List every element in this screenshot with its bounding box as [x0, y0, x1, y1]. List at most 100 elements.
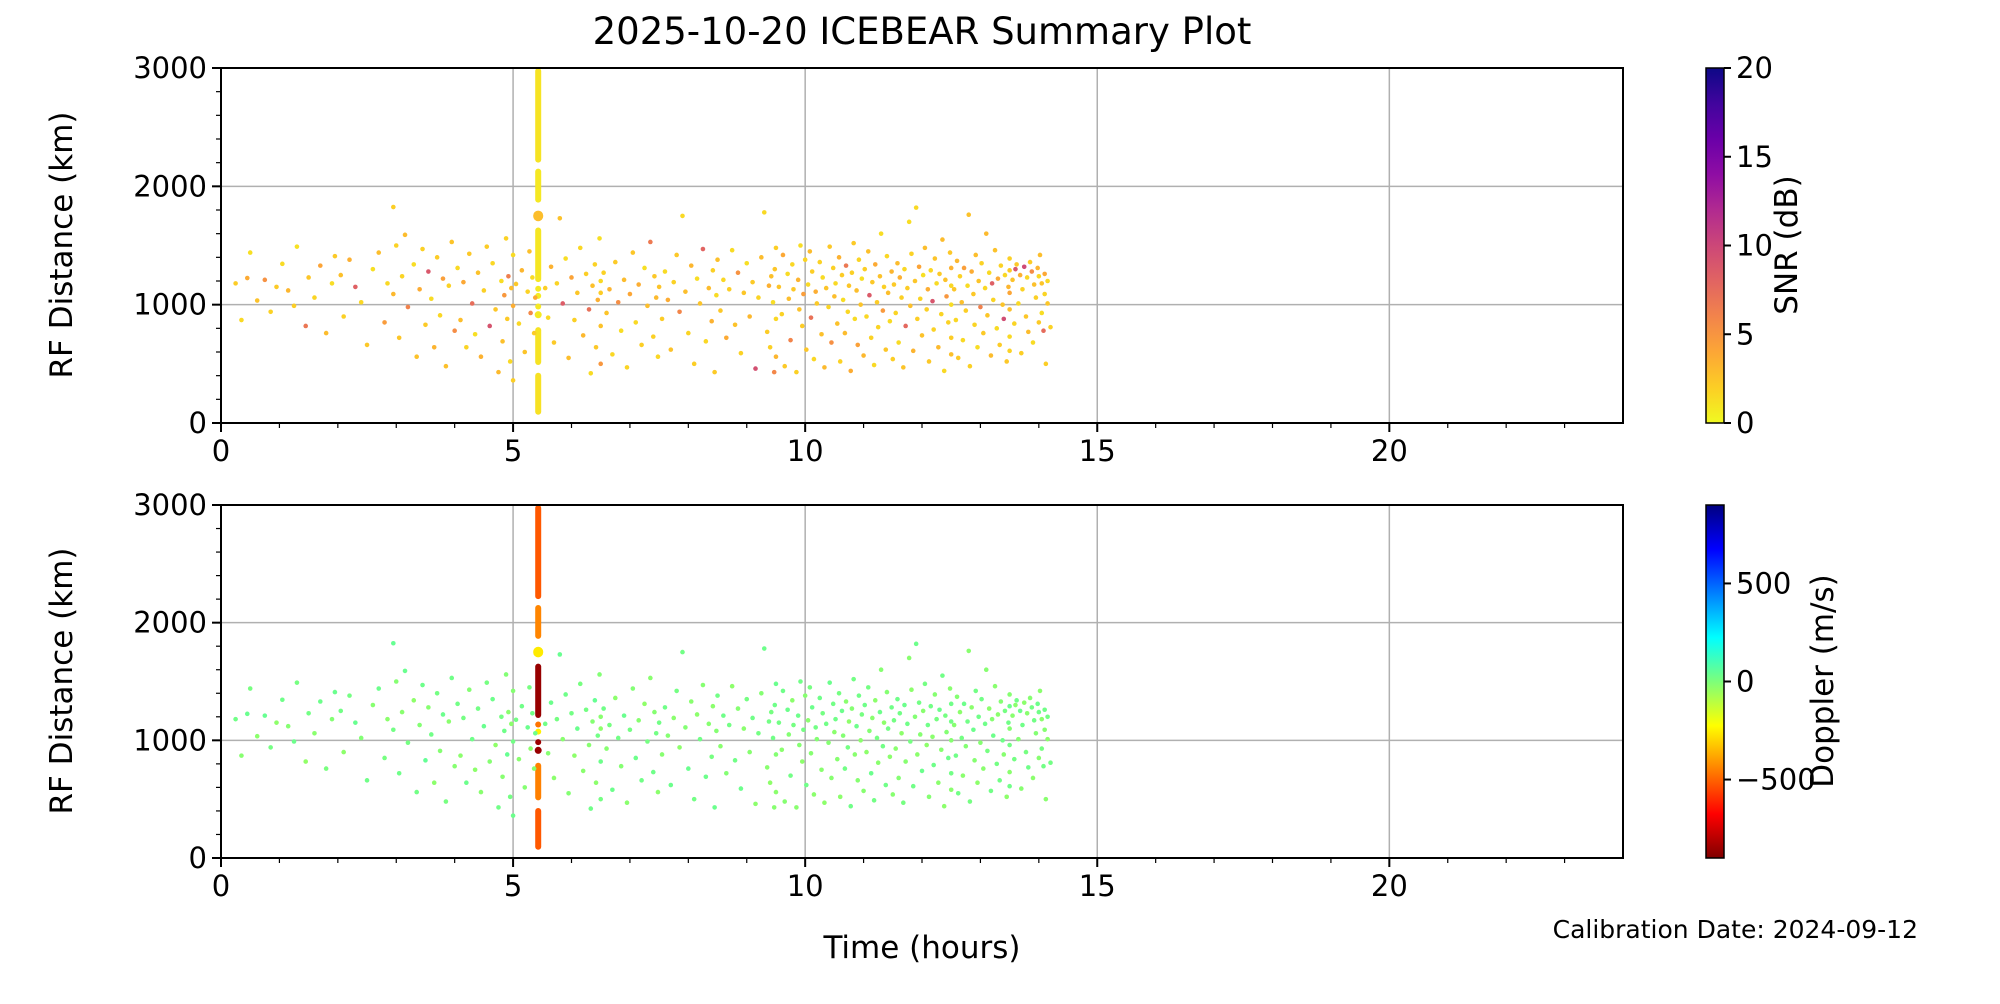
scatter-point: [714, 292, 719, 298]
scatter-point: [985, 748, 990, 754]
scatter-point: [724, 770, 729, 776]
scatter-point: [710, 268, 716, 273]
scatter-point: [532, 730, 538, 736]
scatter-point: [889, 705, 894, 710]
x-tick-label: 20: [1371, 869, 1408, 903]
scatter-point: [1036, 320, 1042, 325]
scatter-point: [577, 245, 583, 251]
scatter-point: [865, 685, 871, 690]
scatter-point: [551, 340, 557, 345]
scatter-point: [509, 285, 514, 291]
scatter-point: [995, 276, 1001, 281]
scatter-point: [601, 270, 606, 276]
scatter-point: [864, 314, 869, 319]
scatter-point: [1041, 763, 1046, 769]
scatter-point: [878, 667, 884, 673]
scatter-point: [1023, 749, 1029, 755]
scatter-point: [1007, 256, 1012, 261]
scatter-point: [484, 244, 490, 249]
scatter-point: [595, 297, 601, 303]
scatter-point: [659, 316, 665, 322]
scatter-point: [934, 281, 939, 286]
scatter-point: [487, 759, 493, 764]
scatter-point: [836, 690, 842, 696]
scatter-point: [510, 813, 516, 818]
scatter-point: [761, 210, 767, 215]
scatter-point: [764, 329, 770, 335]
scatter-point: [1027, 259, 1033, 265]
scatter-point: [943, 277, 948, 283]
scatter-point: [1037, 688, 1043, 694]
scatter-point: [639, 778, 644, 783]
scatter-point: [1011, 321, 1017, 326]
scatter-point: [788, 337, 793, 343]
scatter-point: [677, 309, 682, 315]
scatter-point: [478, 789, 484, 795]
scatter-point: [1016, 301, 1021, 306]
scatter-point: [859, 712, 865, 717]
scatter-point: [323, 330, 329, 336]
scatter-point: [741, 290, 747, 296]
doppler-colorbar-ticks: −500 0 500: [1724, 566, 1816, 797]
scatter-point: [1026, 765, 1031, 770]
y-axis-label-top: RF Distance (km): [44, 112, 80, 379]
scatter-point: [566, 790, 571, 796]
scatter-point: [504, 752, 510, 757]
scatter-point: [916, 264, 922, 270]
scatter-point: [817, 259, 823, 265]
scatter-point: [951, 286, 957, 292]
scatter-point: [440, 276, 446, 281]
scatter-point: [917, 296, 923, 302]
scatter-point: [563, 256, 568, 261]
scatter-point: [953, 753, 959, 758]
scatter-point: [496, 805, 501, 810]
scatter-point: [973, 688, 979, 694]
scatter-point: [452, 328, 457, 334]
scatter-point: [817, 695, 823, 701]
scatter-point: [858, 302, 863, 307]
scatter-point: [809, 269, 815, 274]
scatter-point: [496, 369, 501, 375]
scatter-point: [785, 707, 790, 713]
scatter-point: [780, 252, 786, 258]
scatter-point: [862, 702, 868, 708]
scatter-point: [431, 344, 437, 350]
scatter-point: [510, 378, 516, 383]
scatter-point: [1027, 695, 1033, 701]
scatter-point: [1045, 301, 1050, 306]
scatter-point: [502, 728, 507, 734]
scatter-point: [1030, 340, 1036, 345]
scatter-point: [859, 276, 865, 281]
scatter-point: [402, 668, 408, 674]
scatter-point: [874, 735, 880, 741]
scatter-point: [548, 264, 554, 270]
scatter-point: [615, 300, 621, 305]
scatter-point: [665, 297, 671, 303]
scatter-point: [988, 353, 994, 358]
scatter-point: [881, 720, 887, 725]
scatter-point: [994, 326, 1000, 331]
scatter-point: [802, 693, 808, 698]
scatter-point: [1043, 361, 1049, 367]
scatter-point: [878, 231, 884, 236]
scatter-point: [1045, 714, 1050, 720]
scatter-point: [341, 314, 346, 319]
scatter-point: [393, 679, 399, 684]
scatter-point: [466, 687, 472, 693]
scatter-point: [934, 716, 939, 722]
scatter-point: [897, 275, 903, 280]
scatter-point: [782, 363, 788, 369]
scatter-point: [785, 271, 790, 277]
scatter-point: [849, 270, 855, 276]
scatter-point: [738, 350, 744, 356]
scatter-point: [770, 735, 776, 741]
scatter-point: [285, 288, 291, 293]
scatter-point: [601, 706, 606, 711]
scatter-point: [1048, 324, 1053, 330]
colorbar-tick-label: 0: [1736, 406, 1754, 440]
streak-segment: [535, 285, 542, 292]
scatter-point: [773, 354, 779, 360]
scatter-point: [986, 706, 992, 711]
scatter-point: [323, 766, 329, 771]
scatter-point: [856, 257, 862, 263]
